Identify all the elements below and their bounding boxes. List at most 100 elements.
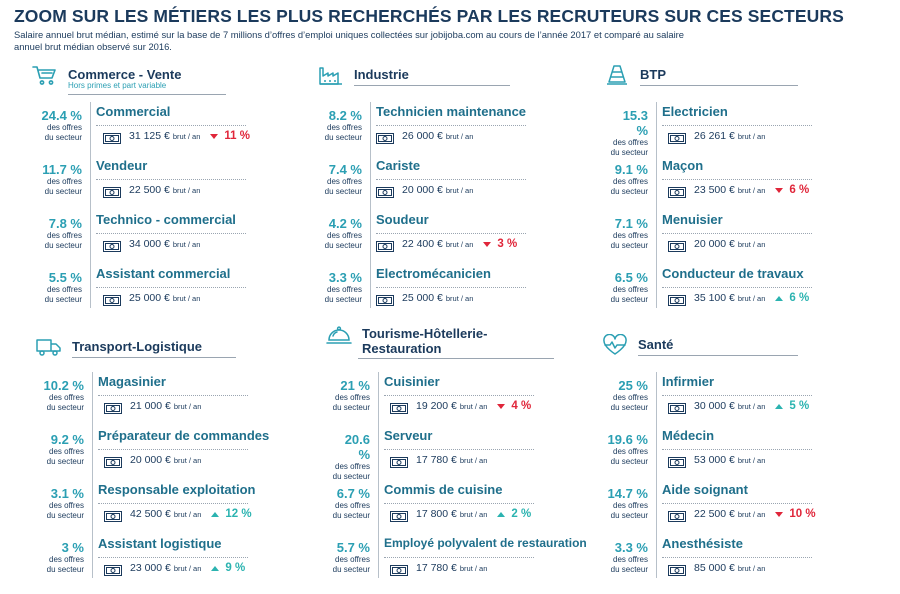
sector-section: Transport-Logistique 10.2 % des offres du s… (36, 336, 316, 578)
salary-value: 42 500 € (130, 508, 171, 520)
job-share-percent: 8.2 % (328, 108, 362, 123)
salary-row: 20 000 € brut / an (376, 184, 473, 198)
job-share-label: des offres (613, 177, 648, 186)
job-share-percent: 15.3 % (622, 108, 648, 138)
dotted-separator (662, 557, 812, 558)
heart-pulse-icon (602, 333, 628, 356)
job-share-label: du secteur (610, 402, 648, 412)
job-share: 6.7 % des offres du secteur (330, 486, 370, 520)
job-row: 5.7 % des offres du secteur Employé polyval… (326, 530, 606, 584)
job-share-label: des offres (613, 231, 648, 240)
job-share: 5.7 % des offres du secteur (330, 540, 370, 574)
salary-unit: brut / an (172, 185, 201, 195)
arrow-down-icon (483, 241, 492, 247)
money-icon (390, 509, 408, 522)
salary-value: 85 000 € (694, 562, 735, 574)
sector-divider-line (656, 102, 657, 308)
salary-trend-value: 5 % (789, 400, 810, 412)
dotted-separator (96, 179, 246, 180)
job-title: Infirmier (662, 374, 715, 389)
job-share-label: des offres (613, 285, 648, 294)
job-row: 8.2 % des offres du secteur Technicien main… (318, 98, 598, 152)
salary-row: 22 500 € brut / an 10 % (668, 508, 816, 522)
salary-row: 53 000 € brut / an (668, 454, 765, 468)
job-share-label: des offres (47, 177, 82, 186)
job-share-label: du secteur (44, 186, 82, 196)
job-share: 10.2 % des offres du secteur (40, 378, 84, 412)
job-share-percent: 25 % (618, 378, 648, 393)
sector-rule (358, 358, 554, 359)
sector-header: Tourisme-Hôtellerie- Restauration (326, 324, 606, 359)
job-row: 3 % des offres du secteur Assistant logisti… (36, 530, 316, 584)
job-share-percent: 3.3 % (614, 540, 648, 555)
salary-value: 21 000 € (130, 400, 171, 412)
salary-unit: brut / an (173, 563, 202, 573)
money-icon (376, 239, 394, 252)
salary-row: 21 000 € brut / an (104, 400, 201, 414)
job-share-percent: 21 % (340, 378, 370, 393)
job-share-label: des offres (47, 285, 82, 294)
job-share-percent: 6.5 % (614, 270, 648, 285)
job-share-percent: 9.1 % (614, 162, 648, 177)
salary-trend-value: 10 % (789, 508, 816, 520)
salary-row: 35 100 € brut / an 6 % (668, 292, 809, 306)
salary-value: 53 000 € (694, 454, 735, 466)
salary-value: 20 000 € (130, 454, 171, 466)
job-share-label: du secteur (44, 240, 82, 250)
salary-row: 25 000 € brut / an (376, 292, 474, 306)
dotted-separator (384, 557, 534, 558)
dotted-separator (662, 179, 812, 180)
salary-trend-value: 2 % (511, 508, 532, 520)
job-title: Vendeur (96, 158, 148, 173)
job-title: Maçon (662, 158, 704, 173)
dotted-separator (384, 503, 534, 504)
salary-row: 26 000 € brut / an (376, 130, 473, 144)
job-row: 3.3 % des offres du secteur Electromécanici… (318, 260, 598, 314)
salary-row: 17 780 € brut / an (390, 454, 487, 468)
job-share-percent: 7.1 % (614, 216, 648, 231)
sector-rule (354, 85, 510, 86)
sector-header: BTP (604, 64, 884, 98)
salary-row: 22 500 € brut / an (103, 184, 201, 198)
sector-subtitle: Hors primes et part variable (68, 81, 167, 90)
dotted-separator (662, 125, 812, 126)
job-share-label: du secteur (610, 294, 648, 304)
job-share-percent: 19.6 % (607, 432, 648, 447)
job-row: 9.2 % des offres du secteur Préparateur de … (36, 422, 316, 476)
arrow-up-icon (211, 511, 220, 517)
job-share-percent: 7.4 % (328, 162, 362, 177)
salary-row: 23 500 € brut / an 6 % (668, 184, 809, 198)
job-share-label: des offres (335, 555, 370, 564)
job-share: 20.6 % des offres du secteur (330, 432, 370, 481)
job-share-label: des offres (49, 501, 84, 510)
dotted-separator (98, 449, 248, 450)
job-share: 15.3 % des offres du secteur (608, 108, 648, 157)
arrow-up-icon (775, 295, 784, 301)
job-share-label: du secteur (46, 564, 84, 574)
job-share-label: du secteur (44, 132, 82, 142)
job-share-label: des offres (47, 123, 82, 132)
salary-trend-value: 3 % (497, 238, 518, 250)
job-share: 3 % des offres du secteur (40, 540, 84, 574)
dotted-separator (662, 287, 812, 288)
dotted-separator (376, 287, 526, 288)
arrow-down-icon (775, 511, 784, 517)
sector-section: Santé 25 % des offres du secteur Infirmier 30… (602, 333, 882, 578)
job-row: 10.2 % des offres du secteur Magasinier 21 0… (36, 368, 316, 422)
salary-unit: brut / an (172, 293, 201, 303)
job-share-label: des offres (49, 393, 84, 402)
salary-value: 31 125 € (129, 130, 170, 142)
job-share-label: du secteur (610, 564, 648, 574)
job-title: Menuisier (662, 212, 723, 227)
salary-row: 22 400 € brut / an 3 % (376, 238, 518, 252)
salary-unit: brut / an (445, 293, 474, 303)
salary-value: 35 100 € (694, 292, 735, 304)
dotted-separator (376, 125, 526, 126)
page-title: ZOOM SUR LES MÉTIERS LES PLUS RECHERCHÉS… (14, 6, 844, 26)
cloche-icon (326, 324, 352, 346)
sector-header: Commerce - Vente Hors primes et part vari… (32, 64, 312, 98)
salary-unit: brut / an (445, 239, 474, 249)
salary-value: 19 200 € (416, 400, 457, 412)
salary-unit: brut / an (172, 131, 201, 141)
sector-title: Tourisme-Hôtellerie- Restauration (362, 326, 488, 356)
